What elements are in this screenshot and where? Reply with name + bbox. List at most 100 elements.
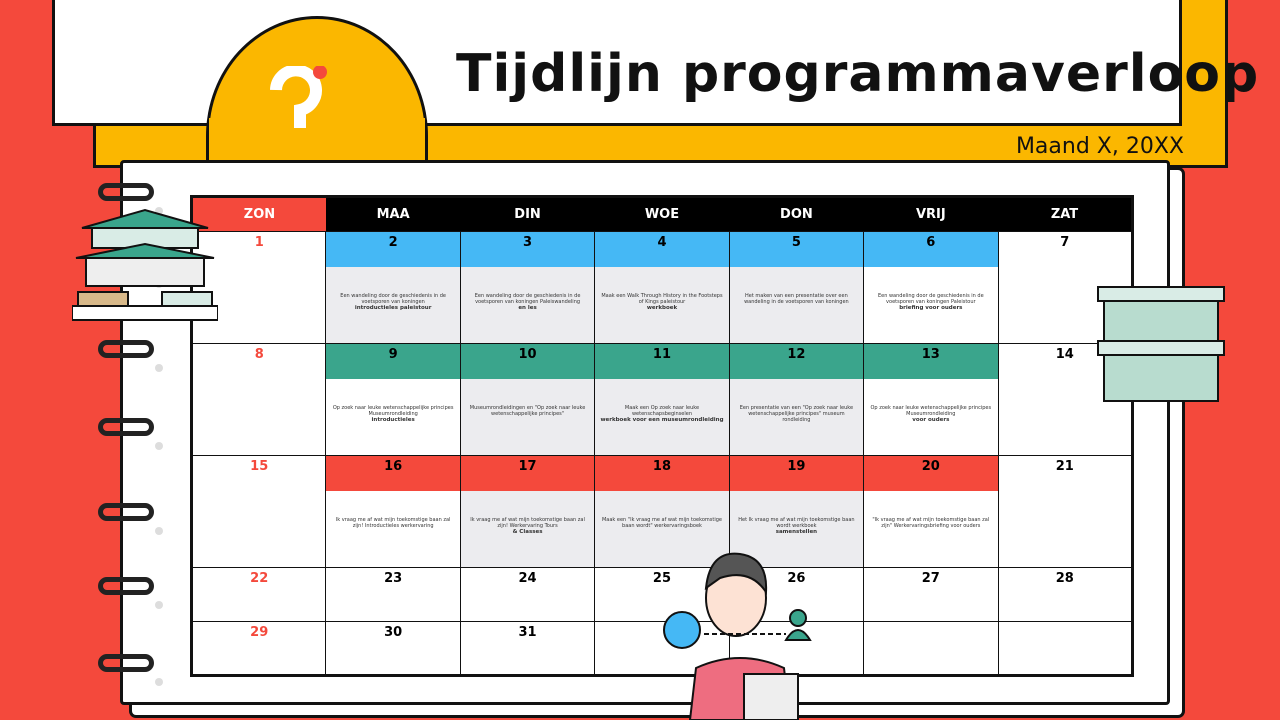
binder-hole	[155, 442, 163, 450]
event-text: Maak een "Ik vraag me af wat mijn toekom…	[601, 517, 722, 529]
event-label: samenstellen	[775, 529, 818, 535]
day-header-don: DON	[729, 196, 864, 232]
day-number: 13	[864, 344, 998, 379]
day-number: 15	[250, 459, 269, 474]
day-number: 11	[595, 344, 729, 379]
day-number: 12	[729, 344, 864, 379]
calendar-day-cell[interactable]: 18 Maak een "Ik vraag me af wat mijn toek…	[594, 455, 730, 568]
day-number	[864, 622, 997, 657]
event-text: Maak een Op zoek naar leuke wetenschapsb…	[624, 405, 700, 417]
calendar-day-cell[interactable]	[997, 621, 1134, 676]
palace-illustration	[72, 208, 218, 321]
day-number: 29	[250, 625, 269, 640]
day-number: 23	[384, 571, 403, 586]
calendar-day-cell[interactable]: 2 Een wandeling door de geschiedenis in d…	[325, 231, 461, 344]
event-text: Op zoek naar leuke wetenschappelijke pri…	[870, 405, 992, 417]
calendar-day-cell[interactable]: 8	[190, 343, 327, 456]
event-text: Op zoek naar leuke wetenschappelijke pri…	[332, 405, 454, 417]
binder-hole	[155, 527, 163, 535]
day-number: 22	[250, 571, 269, 586]
logo-icon	[270, 66, 327, 128]
day-number: 24	[518, 571, 537, 586]
binder-hole	[155, 678, 163, 686]
day-number: 26	[787, 571, 806, 586]
event-content	[999, 491, 1131, 567]
day-number: 5	[729, 232, 864, 267]
binder-ring	[98, 418, 154, 436]
binder-hole	[155, 207, 163, 215]
calendar-day-cell[interactable]: 9 Op zoek naar leuke wetenschappelijke pr…	[325, 343, 461, 456]
day-number: 1	[254, 235, 264, 250]
event-text: Museumrondleidingen en "Op zoek naar leu…	[469, 405, 586, 417]
event-label: introductieles paleistour	[354, 305, 432, 311]
day-number: 27	[921, 571, 940, 586]
calendar-day-cell[interactable]: 4 Maak een Walk Through History in the Fo…	[594, 231, 730, 344]
day-number: 21	[1055, 459, 1074, 474]
calendar-day-cell[interactable]: 13 Op zoek naar leuke wetenschappelijke p…	[863, 343, 999, 456]
calendar-day-cell[interactable]: 27	[863, 567, 999, 622]
day-number: 16	[326, 456, 460, 491]
day-number: 31	[518, 625, 537, 640]
event-content: Een wandeling door de geschiedenis in de…	[326, 267, 460, 343]
event-content: Een presentatie van een "Op zoek naar le…	[729, 379, 864, 455]
day-number: 10	[460, 344, 595, 379]
binder-ring	[98, 577, 154, 595]
event-text: Een presentatie van een "Op zoek naar le…	[739, 405, 854, 423]
day-number: 19	[729, 456, 864, 491]
binder-ring	[98, 340, 154, 358]
event-text: Het maken van een presentatie over een w…	[744, 293, 849, 305]
event-label: voor ouders	[912, 417, 950, 423]
day-number: 6	[864, 232, 998, 267]
event-label: briefing voor ouders	[899, 305, 963, 311]
calendar-day-cell[interactable]: 29	[190, 621, 327, 676]
calendar-day-cell[interactable]: 6 Een wandeling door de geschiedenis in d…	[863, 231, 999, 344]
calendar-day-cell[interactable]: 17 Ik vraag me af wat mijn toekomstige ba…	[459, 455, 596, 568]
calendar-day-cell[interactable]: 12 Een presentatie van een "Op zoek naar …	[728, 343, 865, 456]
calendar-day-cell[interactable]: 11 Maak een Op zoek naar leuke wetenschap…	[594, 343, 730, 456]
day-number: 2	[326, 232, 460, 267]
day-number: 14	[1055, 347, 1074, 362]
calendar-day-cell[interactable]: 21	[997, 455, 1134, 568]
page-subtitle: Maand X, 20XX	[1015, 134, 1184, 159]
day-number: 25	[652, 571, 672, 586]
calendar-day-cell[interactable]: 1	[190, 231, 327, 344]
calendar-day-cell[interactable]: 24	[459, 567, 596, 622]
calendar-day-cell[interactable]: 31	[459, 621, 596, 676]
calendar-day-cell[interactable]: 3 Een wandeling door de geschiedenis in d…	[459, 231, 596, 344]
calendar-day-cell[interactable]	[863, 621, 999, 676]
event-label: & Classes	[512, 529, 543, 535]
binder-hole	[155, 601, 163, 609]
event-content: Museumrondleidingen en "Op zoek naar leu…	[460, 379, 595, 455]
day-number: 8	[254, 347, 264, 362]
calendar-day-cell[interactable]: 30	[325, 621, 461, 676]
day-number: 30	[384, 625, 403, 640]
binder-ring	[98, 654, 154, 672]
calendar-day-cell[interactable]: 16 Ik vraag me af wat mijn toekomstige ba…	[325, 455, 461, 568]
day-number: 28	[1055, 571, 1074, 586]
calendar-day-cell[interactable]: 28	[997, 567, 1134, 622]
event-content: Op zoek naar leuke wetenschappelijke pri…	[864, 379, 997, 455]
calendar-day-cell[interactable]: 5 Het maken van een presentatie over een …	[728, 231, 865, 344]
calendar-day-cell[interactable]: 19 Het Ik vraag me af wat mijn toekomstig…	[728, 455, 865, 568]
calendar-day-cell[interactable]: 22	[190, 567, 327, 622]
day-header-woe: WOE	[594, 196, 730, 232]
event-content	[193, 379, 325, 455]
binder-ring	[98, 183, 154, 201]
day-header-zat: ZAT	[998, 196, 1133, 232]
calendar-day-cell[interactable]: 20 "Ik vraag me af wat mijn toekomstige b…	[863, 455, 999, 568]
event-content: Maak een "Ik vraag me af wat mijn toekom…	[595, 491, 729, 567]
event-content: Een wandeling door de geschiedenis in de…	[864, 267, 997, 343]
event-text: Ik vraag me af wat mijn toekomstige baan…	[335, 517, 451, 529]
event-content: "Ik vraag me af wat mijn toekomstige baa…	[864, 491, 997, 567]
event-content: Het Ik vraag me af wat mijn toekomstige …	[729, 491, 864, 567]
day-header-vrij: VRIJ	[863, 196, 999, 232]
calendar-day-cell[interactable]: 10 Museumrondleidingen en "Op zoek naar l…	[459, 343, 596, 456]
calendar-day-cell[interactable]: 15	[190, 455, 327, 568]
calendar-day-cell[interactable]: 23	[325, 567, 461, 622]
day-number: 17	[460, 456, 595, 491]
event-content: Maak een Op zoek naar leuke wetenschapsb…	[595, 379, 729, 455]
event-content: Ik vraag me af wat mijn toekomstige baan…	[460, 491, 595, 567]
event-label: en les	[518, 305, 537, 311]
event-label: introductieles	[371, 417, 415, 423]
day-number	[999, 622, 1131, 657]
